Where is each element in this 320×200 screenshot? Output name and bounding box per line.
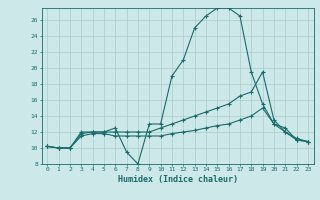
X-axis label: Humidex (Indice chaleur): Humidex (Indice chaleur) xyxy=(118,175,237,184)
